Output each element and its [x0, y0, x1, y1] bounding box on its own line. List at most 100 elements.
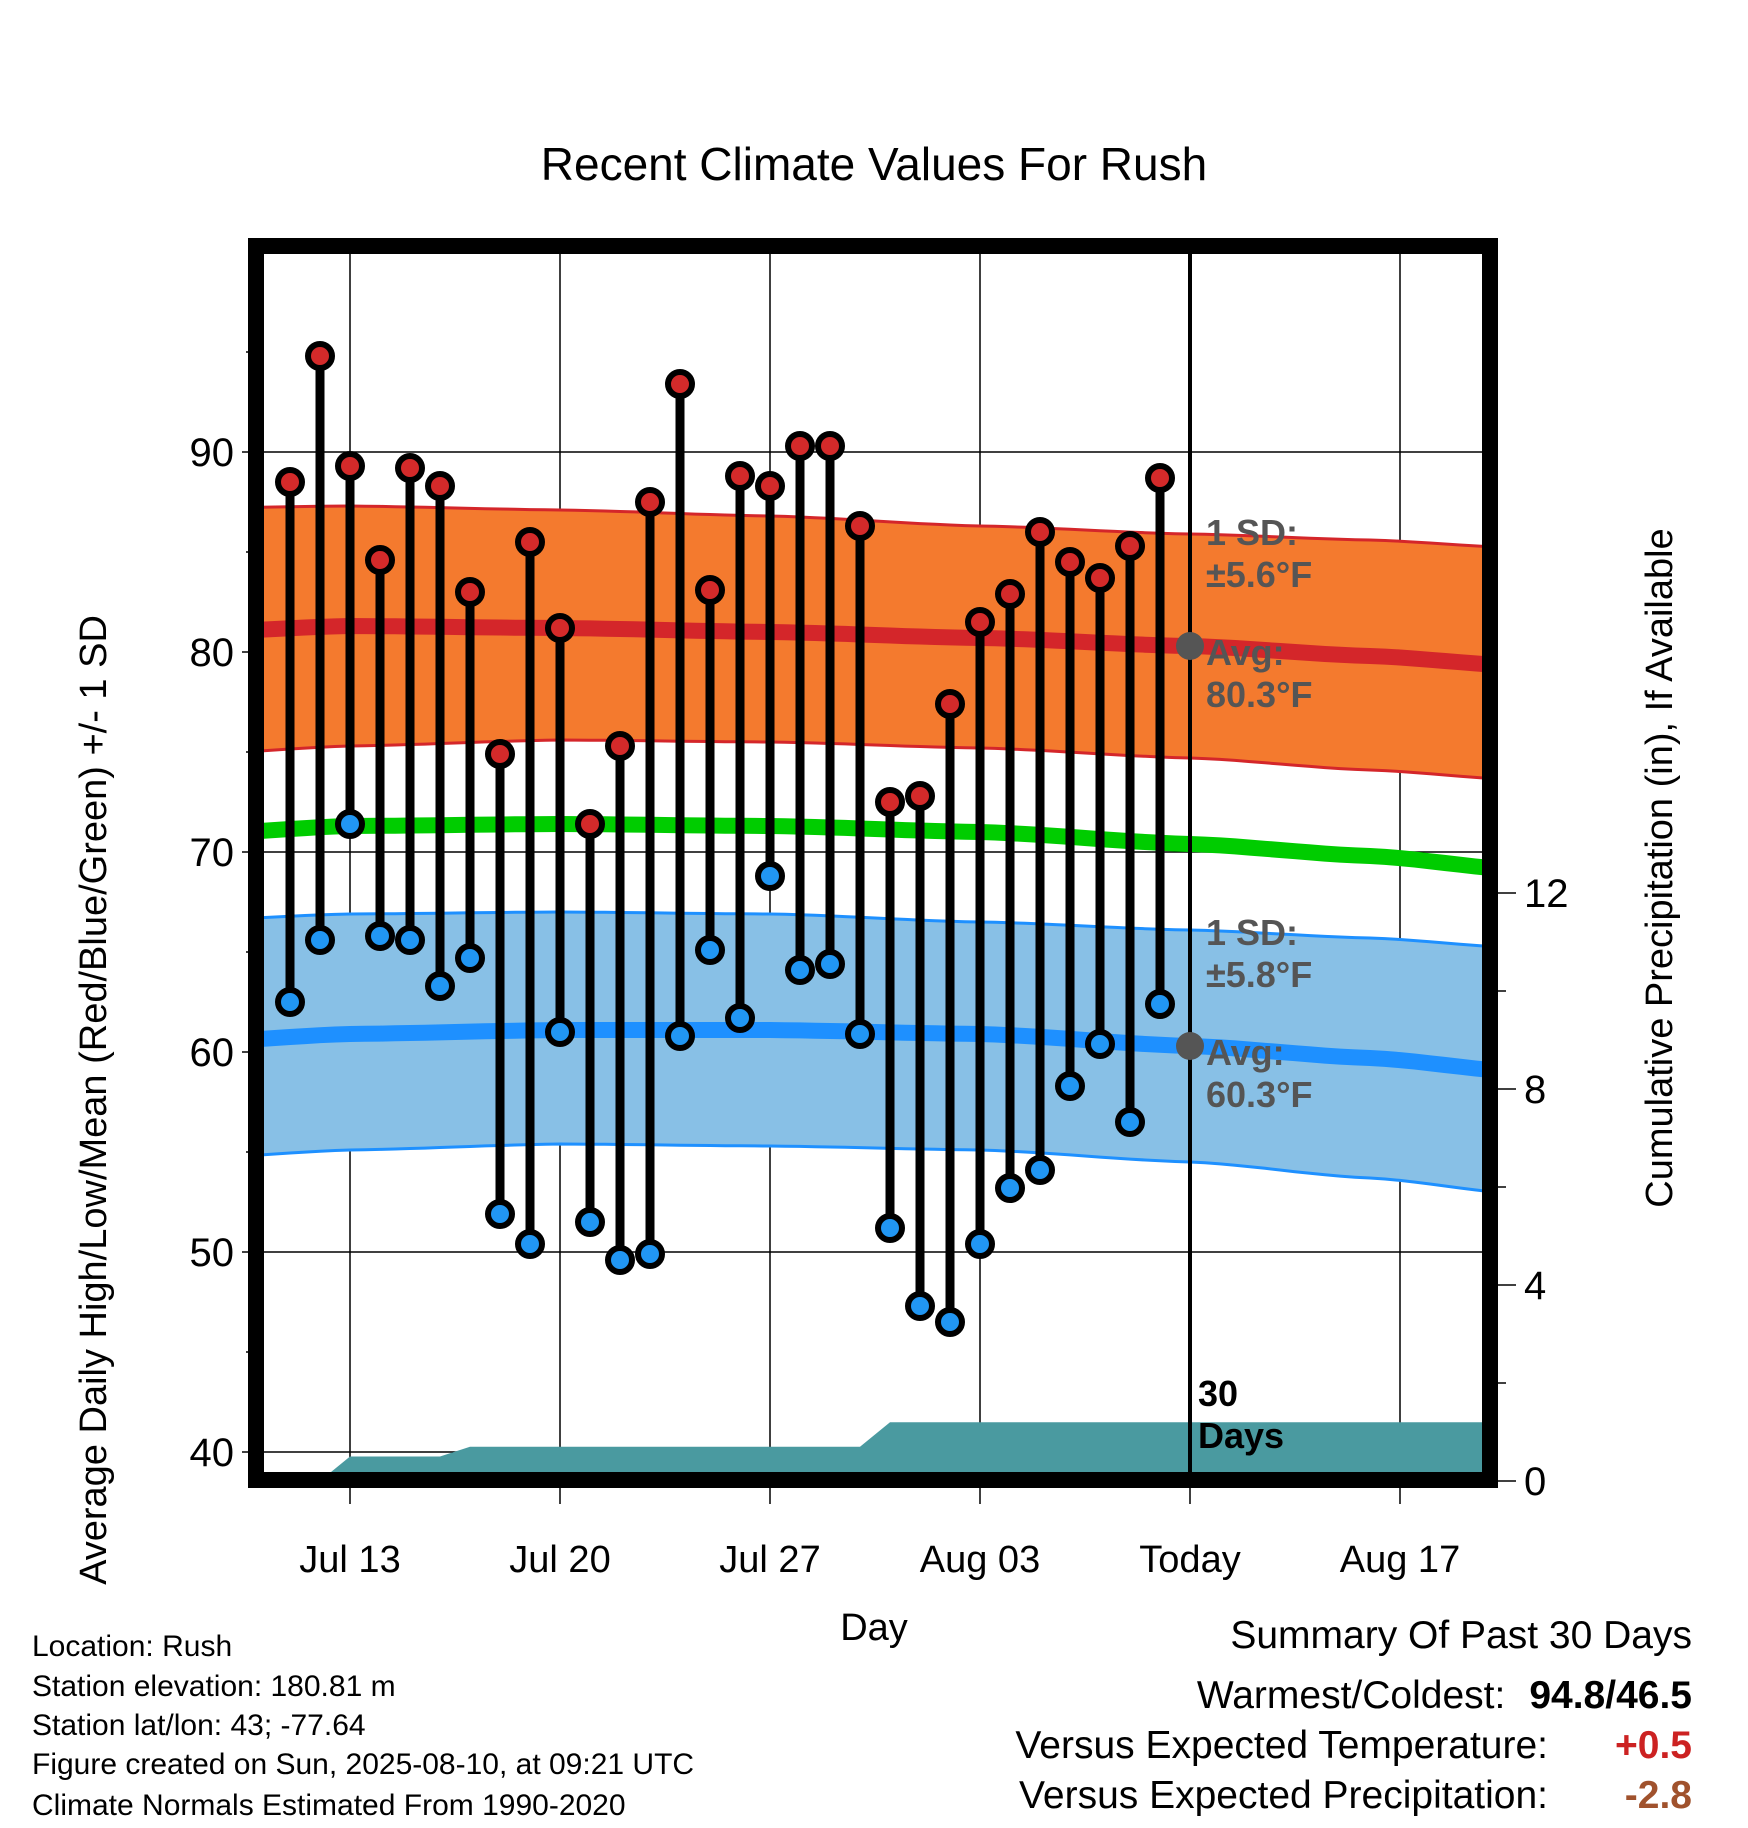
- day-mark: [785, 431, 815, 985]
- low-point: [305, 925, 335, 955]
- day-mark: [515, 527, 545, 1259]
- x-tick-label: Jul 20: [509, 1539, 610, 1581]
- today-low-avg-dot: [1176, 1032, 1204, 1060]
- annotation-line: 60.3°F: [1206, 1074, 1312, 1115]
- low-point: [1145, 989, 1175, 1019]
- day-mark: [545, 613, 575, 1047]
- low-point: [485, 1199, 515, 1229]
- high-point: [1145, 463, 1175, 493]
- low-point: [725, 1003, 755, 1033]
- high-point: [1115, 531, 1145, 561]
- annotation-label: Avg: 60.3°F: [1206, 1032, 1312, 1115]
- high-point: [395, 453, 425, 483]
- low-point: [635, 1239, 665, 1269]
- annotation-line: Avg:: [1206, 1032, 1285, 1073]
- day-mark: [425, 471, 455, 1001]
- chart-title: Recent Climate Values For Rush: [541, 138, 1207, 190]
- annotation-label: 1 SD: ±5.6°F: [1206, 512, 1312, 595]
- y2-tick-label: 8: [1524, 1068, 1546, 1112]
- summary-title: Summary Of Past 30 Days: [1230, 1614, 1692, 1657]
- high-point: [425, 471, 455, 501]
- low-point: [755, 861, 785, 891]
- low-point: [395, 925, 425, 955]
- high-point: [275, 467, 305, 497]
- day-mark: [875, 787, 905, 1243]
- high-point: [785, 431, 815, 461]
- low-band-edge: [256, 1142, 1490, 1194]
- x-tick-label: Jul 13: [299, 1539, 400, 1581]
- high-point: [725, 461, 755, 491]
- y2-tick-label: 0: [1524, 1460, 1546, 1504]
- high-point: [365, 545, 395, 575]
- x-tick-label: Jul 27: [719, 1539, 820, 1581]
- day-mark: [1145, 463, 1175, 1019]
- info-latlon: Station lat/lon: 43; -77.64: [32, 1709, 366, 1742]
- low-point: [1025, 1155, 1055, 1185]
- high-point: [935, 689, 965, 719]
- plot-frame: [248, 238, 1498, 1488]
- day-mark: [605, 731, 635, 1275]
- high-point: [905, 781, 935, 811]
- high-point: [1025, 517, 1055, 547]
- day-mark: [335, 451, 365, 839]
- y-tick-label: 80: [190, 631, 235, 675]
- low-point: [845, 1019, 875, 1049]
- summary-temp-label: Versus Expected Temperature:: [1015, 1724, 1548, 1767]
- high-point: [335, 451, 365, 481]
- annotation-line: 80.3°F: [1206, 674, 1312, 715]
- summary-warmest-row: Warmest/Coldest: 94.8/46.5: [1197, 1674, 1692, 1718]
- y-axis-label: Average Daily High/Low/Mean (Red/Blue/Gr…: [73, 615, 115, 1585]
- day-mark: [365, 545, 395, 951]
- low-point: [815, 949, 845, 979]
- high-point: [1055, 547, 1085, 577]
- high-point: [515, 527, 545, 557]
- annotation-line: 1 SD:: [1206, 512, 1298, 553]
- today-days-line: 30: [1198, 1373, 1238, 1414]
- day-mark: [755, 471, 785, 891]
- summary-temp-row: Versus Expected Temperature: +0.5: [1015, 1724, 1692, 1768]
- day-mark: [725, 461, 755, 1033]
- low-point: [965, 1229, 995, 1259]
- day-mark: [395, 453, 425, 955]
- day-mark: [965, 607, 995, 1259]
- summary-precip-value: -2.8: [1624, 1774, 1692, 1817]
- high-point: [455, 577, 485, 607]
- x-tick-label: Aug 03: [920, 1539, 1040, 1581]
- today-high-avg-dot: [1176, 632, 1204, 660]
- annotation-label: 1 SD: ±5.8°F: [1206, 912, 1312, 995]
- low-point: [365, 921, 395, 951]
- annotation-line: 1 SD:: [1206, 912, 1298, 953]
- day-mark: [815, 431, 845, 979]
- x-axis-label: Day: [840, 1607, 908, 1649]
- day-mark: [995, 579, 1025, 1203]
- day-mark: [575, 809, 605, 1237]
- low-point: [425, 971, 455, 1001]
- y2-tick-label: 4: [1524, 1264, 1546, 1308]
- day-mark: [1085, 563, 1115, 1059]
- y-tick-label: 60: [190, 1031, 235, 1075]
- info-elevation: Station elevation: 180.81 m: [32, 1670, 396, 1703]
- low-point: [575, 1207, 605, 1237]
- high-point: [875, 787, 905, 817]
- x-tick-label: Today: [1139, 1539, 1240, 1581]
- day-mark: [455, 577, 485, 973]
- low-point: [905, 1291, 935, 1321]
- high-point: [545, 613, 575, 643]
- low-point: [275, 987, 305, 1017]
- summary-precip-row: Versus Expected Precipitation: -2.8: [1019, 1774, 1692, 1818]
- summary-warmest-value: 94.8/46.5: [1529, 1674, 1692, 1717]
- high-point: [755, 471, 785, 501]
- high-point: [815, 431, 845, 461]
- annotation-label: Avg: 80.3°F: [1206, 632, 1312, 715]
- low-point: [995, 1173, 1025, 1203]
- info-location: Location: Rush: [32, 1630, 233, 1663]
- y-tick-label: 90: [190, 431, 235, 475]
- y-tick-label: 70: [190, 831, 235, 875]
- today-days-label: 30 Days: [1198, 1373, 1284, 1456]
- summary-temp-value: +0.5: [1615, 1724, 1692, 1767]
- info-normals: Climate Normals Estimated From 1990-2020: [32, 1789, 626, 1822]
- high-point: [665, 369, 695, 399]
- low-point: [935, 1307, 965, 1337]
